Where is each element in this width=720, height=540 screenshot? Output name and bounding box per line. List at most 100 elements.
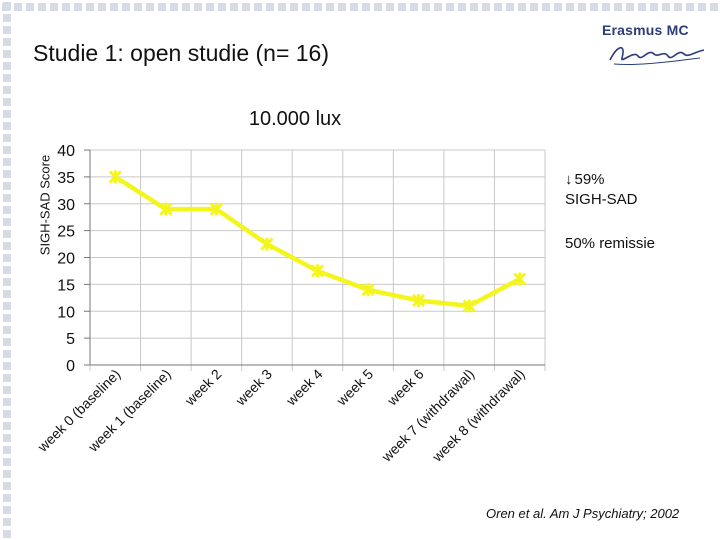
frame-square (3, 470, 11, 478)
frame-square (3, 14, 11, 22)
frame-square (26, 3, 34, 11)
frame-square (3, 494, 11, 502)
frame-square (3, 410, 11, 418)
frame-square (614, 3, 622, 11)
frame-square (62, 3, 70, 11)
frame-square (3, 518, 11, 526)
slide-title: Studie 1: open studie (n= 16) (33, 40, 330, 66)
frame-square (3, 338, 11, 346)
y-tick-label: 5 (66, 331, 75, 348)
frame-square (410, 3, 418, 11)
frame-square (3, 254, 11, 262)
frame-square (326, 3, 334, 11)
frame-square (398, 3, 406, 11)
frame-square (554, 3, 562, 11)
frame-square (242, 3, 250, 11)
frame-square (578, 3, 586, 11)
y-tick-label: 20 (57, 251, 75, 268)
y-tick-label: 40 (57, 143, 75, 160)
frame-square (3, 350, 11, 358)
frame-square (110, 3, 118, 11)
frame-square (38, 3, 46, 11)
frame-square (194, 3, 202, 11)
y-tick-label: 25 (57, 224, 75, 241)
frame-square (3, 278, 11, 286)
frame-square (3, 386, 11, 394)
frame-square (674, 3, 682, 11)
x-tick-label: week 8 (withdrawal) (428, 366, 528, 466)
data-point (310, 264, 325, 278)
frame-square (3, 530, 11, 538)
frame-square (518, 3, 526, 11)
frame-square (686, 3, 694, 11)
frame-square (3, 74, 11, 82)
frame-square (566, 3, 574, 11)
x-tick-label: week 7 (withdrawal) (378, 366, 478, 466)
logo-signature-icon (609, 46, 705, 66)
frame-square (470, 3, 478, 11)
frame-square (494, 3, 502, 11)
frame-square (3, 434, 11, 442)
frame-square (506, 3, 514, 11)
down-arrow-icon: ↓ (565, 171, 573, 188)
data-point (108, 170, 122, 184)
frame-square (314, 3, 322, 11)
frame-square (122, 3, 130, 11)
y-tick-label: 0 (66, 358, 75, 375)
frame-square (710, 3, 718, 11)
frame-square (170, 3, 178, 11)
frame-square (86, 3, 94, 11)
frame-square (3, 62, 11, 70)
y-tick-label: 30 (57, 197, 75, 214)
frame-square (482, 3, 490, 11)
frame-square (14, 3, 22, 11)
x-tick-label: week 2 (181, 366, 225, 410)
frame-square (3, 314, 11, 322)
frame-square (3, 38, 11, 46)
frame-square (3, 290, 11, 298)
series-line (114, 174, 521, 309)
frame-square (146, 3, 154, 11)
frame-square (98, 3, 106, 11)
logo-wordmark: Erasmus MC (602, 22, 689, 38)
chart-title: 10.000 lux (248, 108, 342, 130)
remission-annotation: 50% remissie (565, 235, 656, 252)
frame-square (422, 3, 430, 11)
x-tick-label: week 0 (baseline) (34, 366, 124, 456)
frame-square (3, 170, 11, 178)
frame-square (458, 3, 466, 11)
data-point (159, 202, 173, 216)
frame-square (3, 134, 11, 142)
frame-square (590, 3, 598, 11)
frame-square (650, 3, 658, 11)
frame-square (3, 506, 11, 514)
frame-square (374, 3, 382, 11)
frame-square (218, 3, 226, 11)
frame-square (3, 458, 11, 466)
x-tick-label: week 5 (333, 366, 377, 410)
frame-square (134, 3, 142, 11)
frame-square (350, 3, 358, 11)
frame-square (182, 3, 190, 11)
frame-square (3, 398, 11, 406)
frame-square (3, 230, 11, 238)
frame-square (290, 3, 298, 11)
frame-square (542, 3, 550, 11)
frame-square (3, 158, 11, 166)
y-tick-label: 10 (57, 304, 75, 321)
frame-square (3, 110, 11, 118)
frame-square (3, 446, 11, 454)
frame-square (3, 98, 11, 106)
data-point (260, 237, 274, 251)
frame-square (3, 122, 11, 130)
frame-square (662, 3, 670, 11)
improvement-annotation: ↓ 59% SIGH-SAD (565, 170, 638, 210)
frame-square (3, 482, 11, 490)
citation: Oren et al. Am J Psychiatry; 2002 (486, 506, 680, 521)
data-point (513, 272, 527, 286)
erasmus-mc-logo: Erasmus MC (602, 18, 712, 74)
frame-square (3, 206, 11, 214)
frame-square (3, 86, 11, 94)
frame-square (3, 194, 11, 202)
frame-square (434, 3, 442, 11)
